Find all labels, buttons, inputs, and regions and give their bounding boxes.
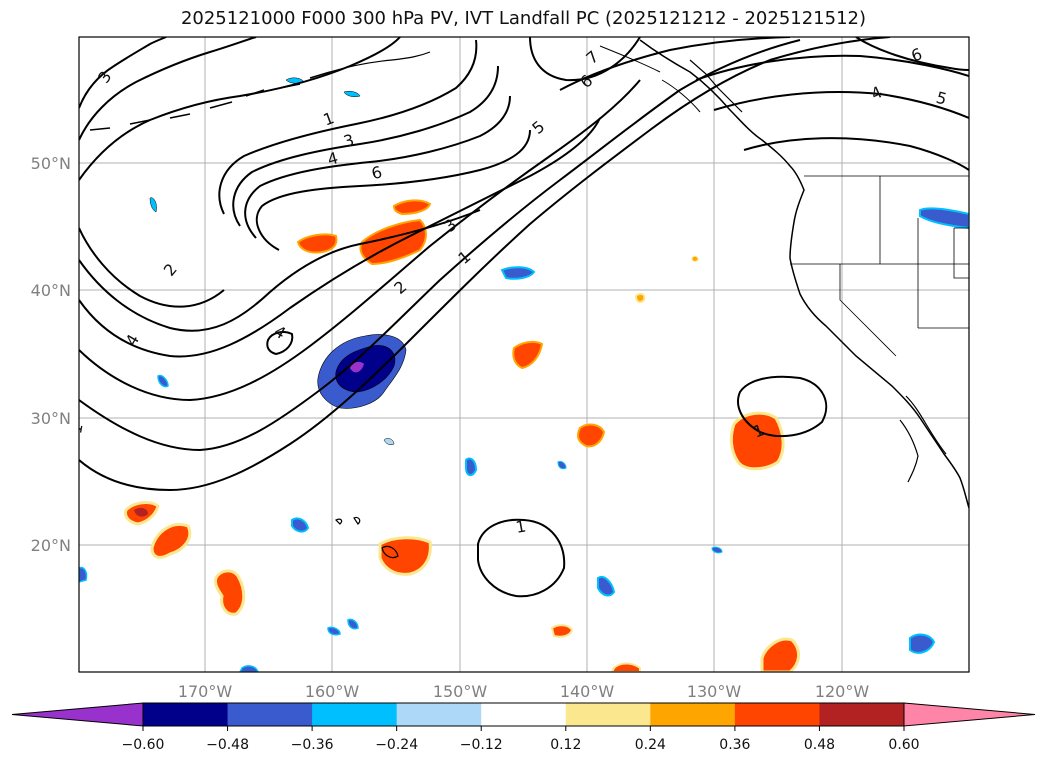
pv-negative-blob [500,266,536,280]
colorbar-tick-label: 0.60 [888,737,919,753]
contour-closed-ring [737,375,828,438]
lat-tick-label: 50°N [31,154,71,173]
lat-tick-label: 20°N [31,536,71,555]
pv-negative-blob [343,90,361,98]
pv-positive-blob [392,199,432,216]
west-coast-line [639,39,969,509]
pv-positive-blob [296,233,338,254]
colorbar-tick-label: 0.24 [635,737,666,753]
lon-tick-label: 140°W [560,682,615,701]
pv-positive-blob [150,523,192,559]
pv-positive-blob [512,340,544,370]
lon-tick-label: 120°W [815,682,870,701]
lon-tick-labels: 170°W 160°W 150°W 140°W 130°W 120°W [178,682,870,701]
colorbar-tick-label: 0.12 [550,737,581,753]
colorbar: −0.60 −0.48 −0.36 −0.24 −0.12 0.12 0.24 0.36 0.4… [11,702,1036,753]
colorbar-segment [227,703,313,726]
lon-tick-label: 170°W [178,682,233,701]
contour-lines [79,37,969,598]
lon-tick-label: 150°W [433,682,488,701]
pv-negative-blob-core [335,345,396,393]
pv-positive-blob [550,624,574,638]
pv-positive-blob [378,536,432,576]
colorbar-segment [312,703,398,726]
map-frame [78,36,970,673]
pv-positive-blob [577,423,606,448]
colorbar-segment [650,703,736,726]
contour-label: 5 [934,88,949,109]
colorbar-tick-label: −0.24 [375,737,418,753]
pv-positive-blob [214,569,246,616]
lat-tick-label: 40°N [31,281,71,300]
contour-closed-ring [266,331,294,356]
coastlines [89,39,969,559]
colorbar-tick-label: 0.36 [719,737,750,753]
pv-shading [79,77,969,672]
contour-label: 1 [66,422,86,435]
contour-label: 6 [369,162,384,183]
colorbar-extend-max [903,702,1036,727]
colorbar-segment [143,703,229,726]
pv-negative-blob [465,457,478,476]
pv-positive-blob [610,662,641,672]
pv-negative-blob [919,207,969,230]
pv-positive-blob [729,411,785,471]
contour-label: 1 [514,516,527,536]
map-title: 2025121000 F000 300 hPa PV, IVT Landfall… [180,8,867,29]
colorbar-segment [734,703,820,726]
lat-tick-label: 30°N [31,409,71,428]
pv-negative-blob [909,633,936,654]
pv-negative-blob [291,517,310,533]
colorbar-outline [142,702,905,727]
contour-label: 4 [325,148,340,169]
state-borders [790,175,969,357]
colorbar-tick-label: −0.36 [291,737,334,753]
pv-negative-blob [597,576,616,597]
colorbar-segment [565,703,651,726]
colorbar-tick-label: −0.48 [206,737,249,753]
colorbar-tick-label: 0.48 [804,737,835,753]
contour-closed-ring [477,518,566,598]
colorbar-tick-label: −0.60 [122,737,165,753]
lon-tick-label: 130°W [687,682,742,701]
colorbar-tick-label: −0.12 [460,737,503,753]
gridlines [79,37,969,672]
colorbar-segment [481,703,567,726]
colorbar-extend-min [11,702,144,727]
colorbar-segment [396,703,482,726]
lat-tick-labels: 50°N 40°N 30°N 20°N [31,154,71,555]
lon-tick-label: 160°W [305,682,360,701]
contour-label: 3 [341,130,356,151]
pv-positive-blob [760,637,800,672]
colorbar-segment [819,703,905,726]
